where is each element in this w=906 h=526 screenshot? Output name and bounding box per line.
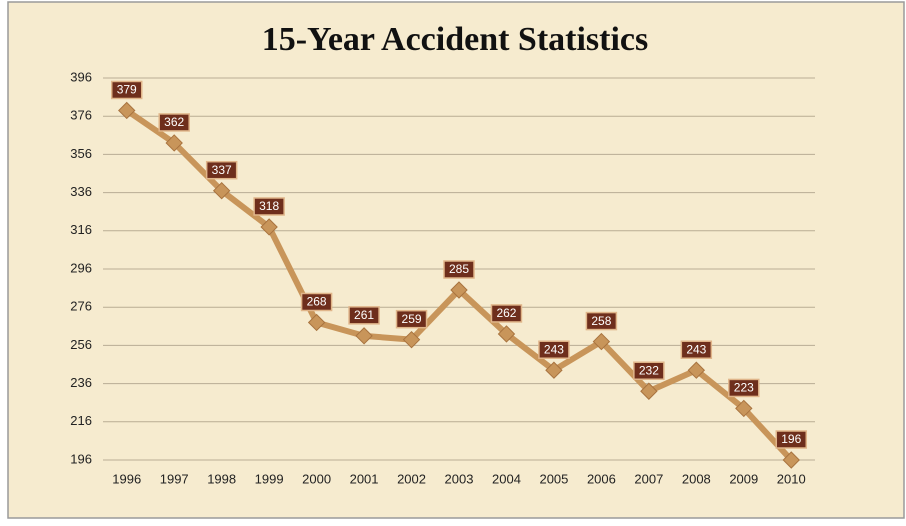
y-tick-label: 356 [70,146,92,161]
data-label-box [633,361,665,380]
x-tick-label: 1997 [160,471,189,486]
data-point [497,325,516,343]
data-point [118,101,136,120]
data-point [355,327,373,345]
chart-background [7,1,905,519]
data-label: 196 [781,432,801,446]
data-label: 223 [734,381,754,395]
x-tick-label: 2009 [729,471,758,486]
y-tick-label: 296 [70,260,92,275]
data-label-box [158,113,190,132]
data-point [402,330,421,349]
x-tick-label: 1998 [207,471,236,486]
data-label-box [585,311,618,331]
x-tick-label: 2006 [587,471,616,486]
y-tick-label: 196 [70,451,92,466]
data-label: 243 [686,342,706,356]
x-tick-label: 2007 [634,471,663,486]
data-point [450,281,468,299]
data-label: 262 [496,306,516,320]
data-label: 318 [259,199,279,213]
y-tick-label: 236 [70,375,92,390]
x-tick-label: 1999 [255,471,284,486]
data-label-box [110,80,143,100]
data-label-box [538,340,570,359]
x-tick-label: 2005 [539,471,568,486]
x-tick-label: 2001 [350,471,379,486]
data-label: 337 [212,163,232,177]
data-label-box [775,430,808,449]
y-tick-label: 256 [70,337,92,352]
data-label: 258 [591,314,611,328]
x-tick-label: 2004 [492,471,521,486]
data-label: 285 [449,262,469,276]
data-point [307,313,326,332]
data-label: 379 [117,83,137,97]
data-point [165,134,183,152]
y-tick-label: 316 [70,222,92,237]
y-tick-label: 336 [70,184,92,199]
data-point [735,399,753,418]
data-label: 261 [354,308,374,322]
data-label-box [253,197,285,216]
data-point [782,451,800,469]
data-point [640,382,658,400]
data-label: 259 [402,312,422,326]
data-label: 232 [639,363,659,377]
data-label-box [680,340,713,359]
data-label-box [395,309,428,329]
data-label: 362 [164,115,184,129]
x-tick-label: 2000 [302,471,331,486]
y-tick-label: 396 [70,69,92,84]
y-tick-label: 216 [70,413,92,428]
data-label: 268 [307,295,327,309]
data-point [592,332,611,351]
data-label-box [490,304,523,323]
y-tick-label: 276 [70,299,92,314]
y-tick-label: 376 [70,108,92,123]
data-label: 243 [544,342,564,356]
data-label-box [443,260,475,279]
x-tick-label: 2008 [682,471,711,486]
x-tick-label: 2002 [397,471,426,486]
data-point [687,361,706,379]
x-tick-label: 1996 [112,471,141,486]
chart-title: 15-Year Accident Statistics [262,21,649,58]
x-tick-label: 2003 [445,471,474,486]
data-label-box [348,306,380,325]
data-label-box [728,378,760,398]
data-point [260,218,278,236]
data-label-box [300,292,333,312]
data-point [212,181,231,200]
data-label-box [205,160,238,180]
x-tick-label: 2010 [777,471,806,486]
data-point [545,361,563,379]
